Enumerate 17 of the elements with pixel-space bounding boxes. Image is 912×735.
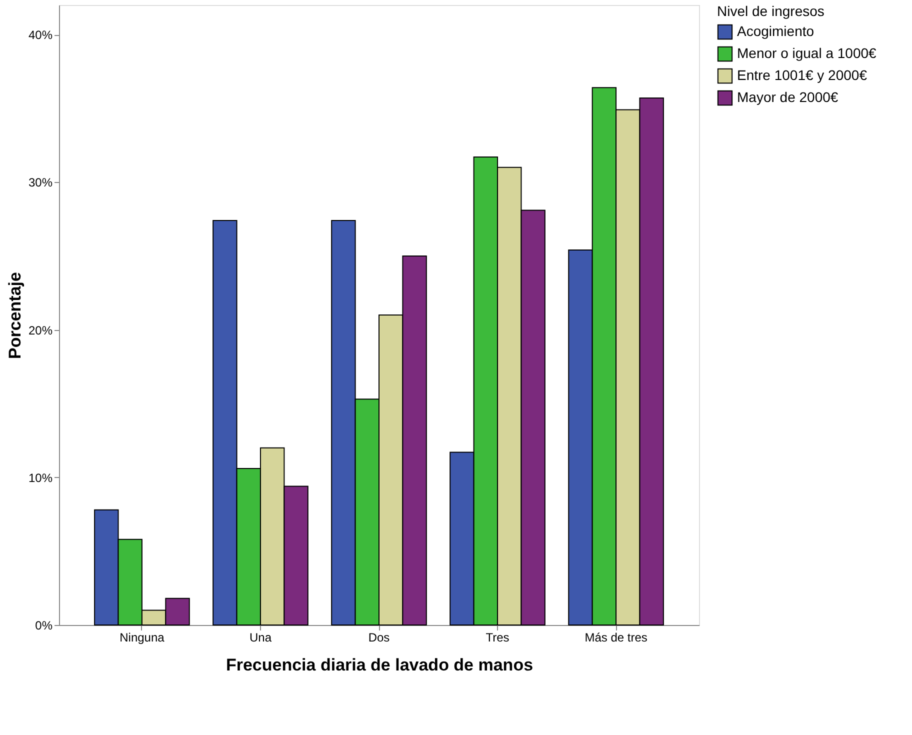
- y-tick-label: 0%: [35, 618, 53, 632]
- x-tick-label: Ninguna: [120, 630, 165, 644]
- legend-label: Menor o igual a 1000€: [737, 45, 877, 61]
- legend-title: Nivel de ingresos: [717, 3, 824, 19]
- legend-label: Entre 1001€ y 2000€: [737, 67, 868, 83]
- x-tick-label: Más de tres: [584, 630, 648, 644]
- x-tick-label: Dos: [368, 630, 390, 644]
- legend-label: Mayor de 2000€: [737, 89, 838, 105]
- x-axis-title: Frecuencia diaria de lavado de manos: [226, 656, 534, 674]
- y-tick-label: 20%: [28, 323, 53, 338]
- x-tick-label: Una: [249, 630, 272, 644]
- y-tick-label: 30%: [28, 176, 53, 190]
- y-axis-title: Porcentaje: [5, 272, 24, 359]
- y-tick-label: 10%: [28, 470, 53, 485]
- legend-label: Acogimiento: [737, 23, 814, 39]
- y-tick-label: 40%: [28, 28, 53, 42]
- x-tick-label: Tres: [486, 630, 510, 644]
